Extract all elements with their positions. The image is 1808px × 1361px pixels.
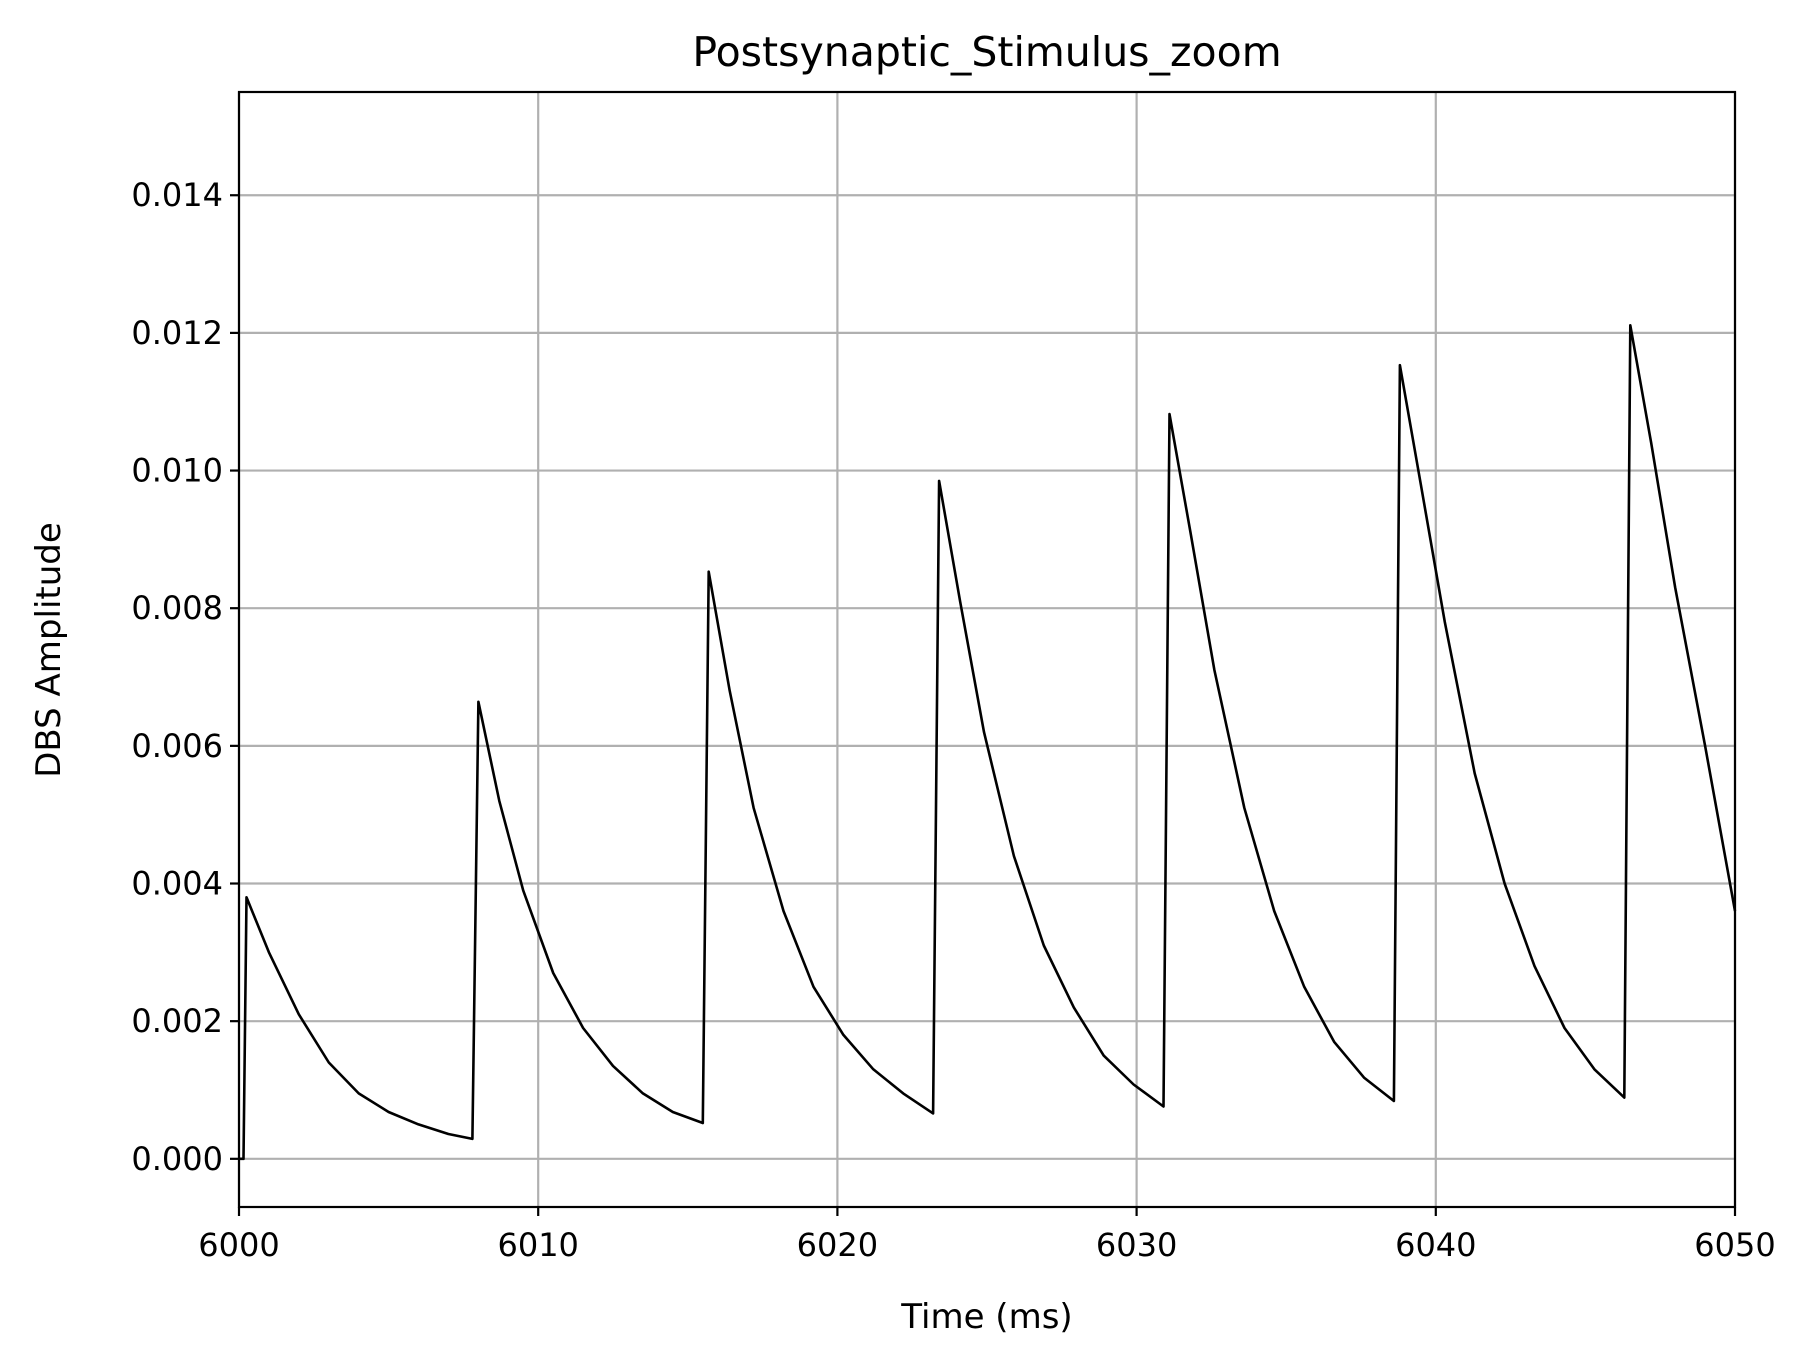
y-tick-label: 0.006: [131, 727, 223, 765]
y-tick-label: 0.000: [131, 1140, 223, 1178]
y-tick-label: 0.010: [131, 452, 223, 490]
y-axis: 0.000 0.002 0.004 0.006 0.008 0.010 0.012 0.014: [131, 176, 239, 1178]
x-axis-label: Time (ms): [900, 1297, 1072, 1337]
x-tick-label: 6040: [1395, 1226, 1476, 1264]
x-tick-label: 6030: [1096, 1226, 1177, 1264]
series-line: [239, 323, 1737, 1161]
y-axis-label: DBS Amplitude: [29, 522, 69, 778]
x-tick-label: 6020: [797, 1226, 878, 1264]
chart-title: Postsynaptic_Stimulus_zoom: [692, 28, 1281, 76]
x-tick-label: 6000: [198, 1226, 279, 1264]
y-tick-label: 0.008: [131, 589, 223, 627]
y-tick-label: 0.004: [131, 865, 223, 903]
y-tick-label: 0.014: [131, 176, 223, 214]
y-tick-label: 0.012: [131, 314, 223, 352]
x-axis: 6000 6010 6020 6030 6040 6050: [198, 1207, 1776, 1264]
axes-frame: [237, 90, 1737, 1209]
x-tick-label: 6050: [1694, 1226, 1775, 1264]
plot-area: [239, 323, 1737, 1161]
y-tick-label: 0.002: [131, 1002, 223, 1040]
x-tick-label: 6010: [497, 1226, 578, 1264]
